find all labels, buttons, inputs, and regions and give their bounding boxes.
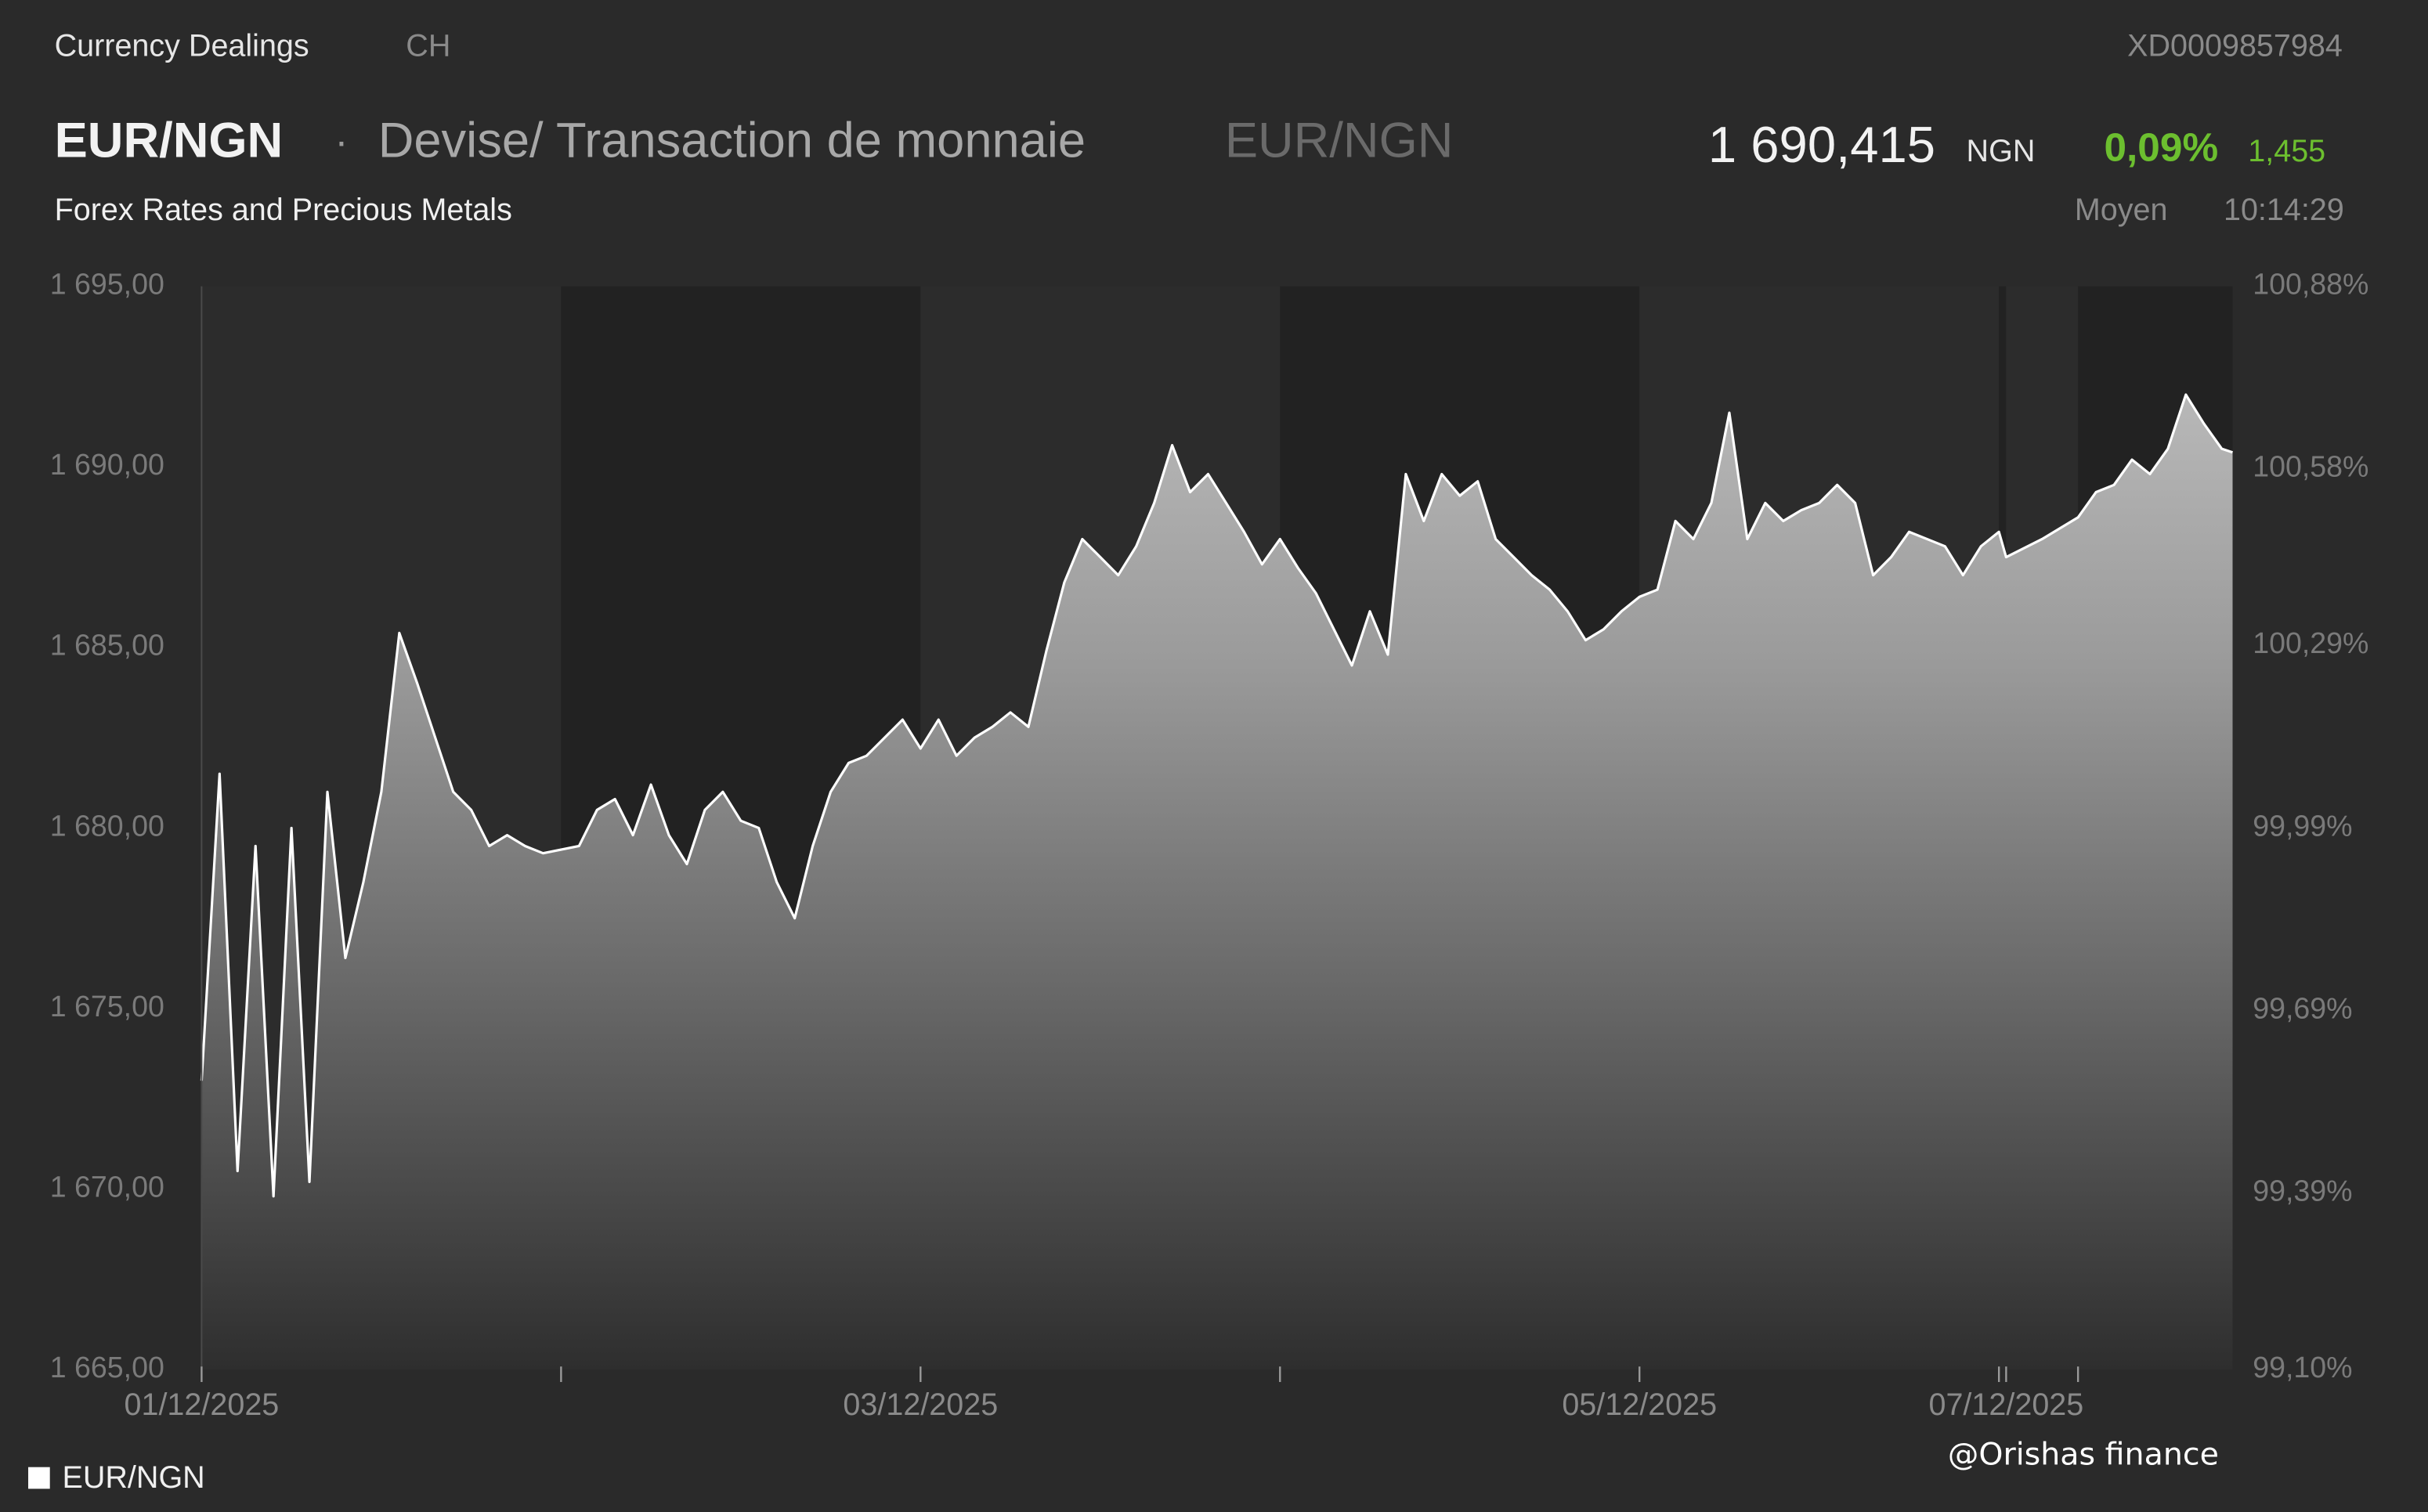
y2-tick-label: 99,39% bbox=[2253, 1175, 2352, 1207]
currency: NGN bbox=[1967, 134, 2036, 168]
legend-label: EUR/NGN bbox=[63, 1460, 205, 1495]
symbol: EUR/NGN bbox=[55, 114, 284, 168]
description: Devise/ Transaction de monnaie bbox=[378, 114, 1086, 168]
watermark: @Orishas finance bbox=[1948, 1436, 2219, 1472]
section: Currency Dealings bbox=[55, 29, 309, 63]
y-tick-label: 1 665,00 bbox=[50, 1351, 164, 1384]
y-tick-label: 1 685,00 bbox=[50, 629, 164, 662]
y2-tick-label: 99,10% bbox=[2253, 1351, 2352, 1384]
y-tick-label: 1 670,00 bbox=[50, 1171, 164, 1203]
legend-swatch bbox=[28, 1467, 50, 1489]
area bbox=[201, 394, 2233, 1370]
change: 1,455 bbox=[2248, 134, 2325, 168]
y2-tick-label: 99,99% bbox=[2253, 809, 2352, 842]
y2-tick-label: 100,88% bbox=[2253, 268, 2368, 301]
separator: · bbox=[334, 117, 348, 163]
y-tick-label: 1 695,00 bbox=[50, 268, 164, 301]
y2-tick-label: 100,58% bbox=[2253, 450, 2368, 483]
x-tick-label: 05/12/2025 bbox=[1562, 1388, 1717, 1422]
y-tick-label: 1 675,00 bbox=[50, 990, 164, 1023]
y2-tick-label: 100,29% bbox=[2253, 626, 2368, 659]
y2-tick-label: 99,69% bbox=[2253, 992, 2352, 1025]
isin: XD0009857984 bbox=[2127, 29, 2343, 63]
x-tick-label: 01/12/2025 bbox=[125, 1388, 280, 1422]
price-type: Moyen bbox=[2075, 193, 2168, 227]
market: CH bbox=[406, 29, 450, 63]
subtitle: Forex Rates and Precious Metals bbox=[55, 193, 512, 227]
y-tick-label: 1 680,00 bbox=[50, 809, 164, 842]
line bbox=[200, 393, 2234, 1198]
y-tick-label: 1 690,00 bbox=[50, 448, 164, 481]
change-pct: 0,09% bbox=[2104, 124, 2218, 169]
x-tick-label: 07/12/2025 bbox=[1928, 1388, 2083, 1422]
price: 1 690,415 bbox=[1708, 116, 1935, 173]
time: 10:14:29 bbox=[2224, 193, 2344, 227]
symbol-alt: EUR/NGN bbox=[1225, 114, 1454, 168]
plot: 1 665,00 1 670,00 1 675,00 1 680,00 1 685,00… bbox=[50, 268, 2369, 1422]
x-tick-label: 03/12/2025 bbox=[843, 1388, 998, 1422]
